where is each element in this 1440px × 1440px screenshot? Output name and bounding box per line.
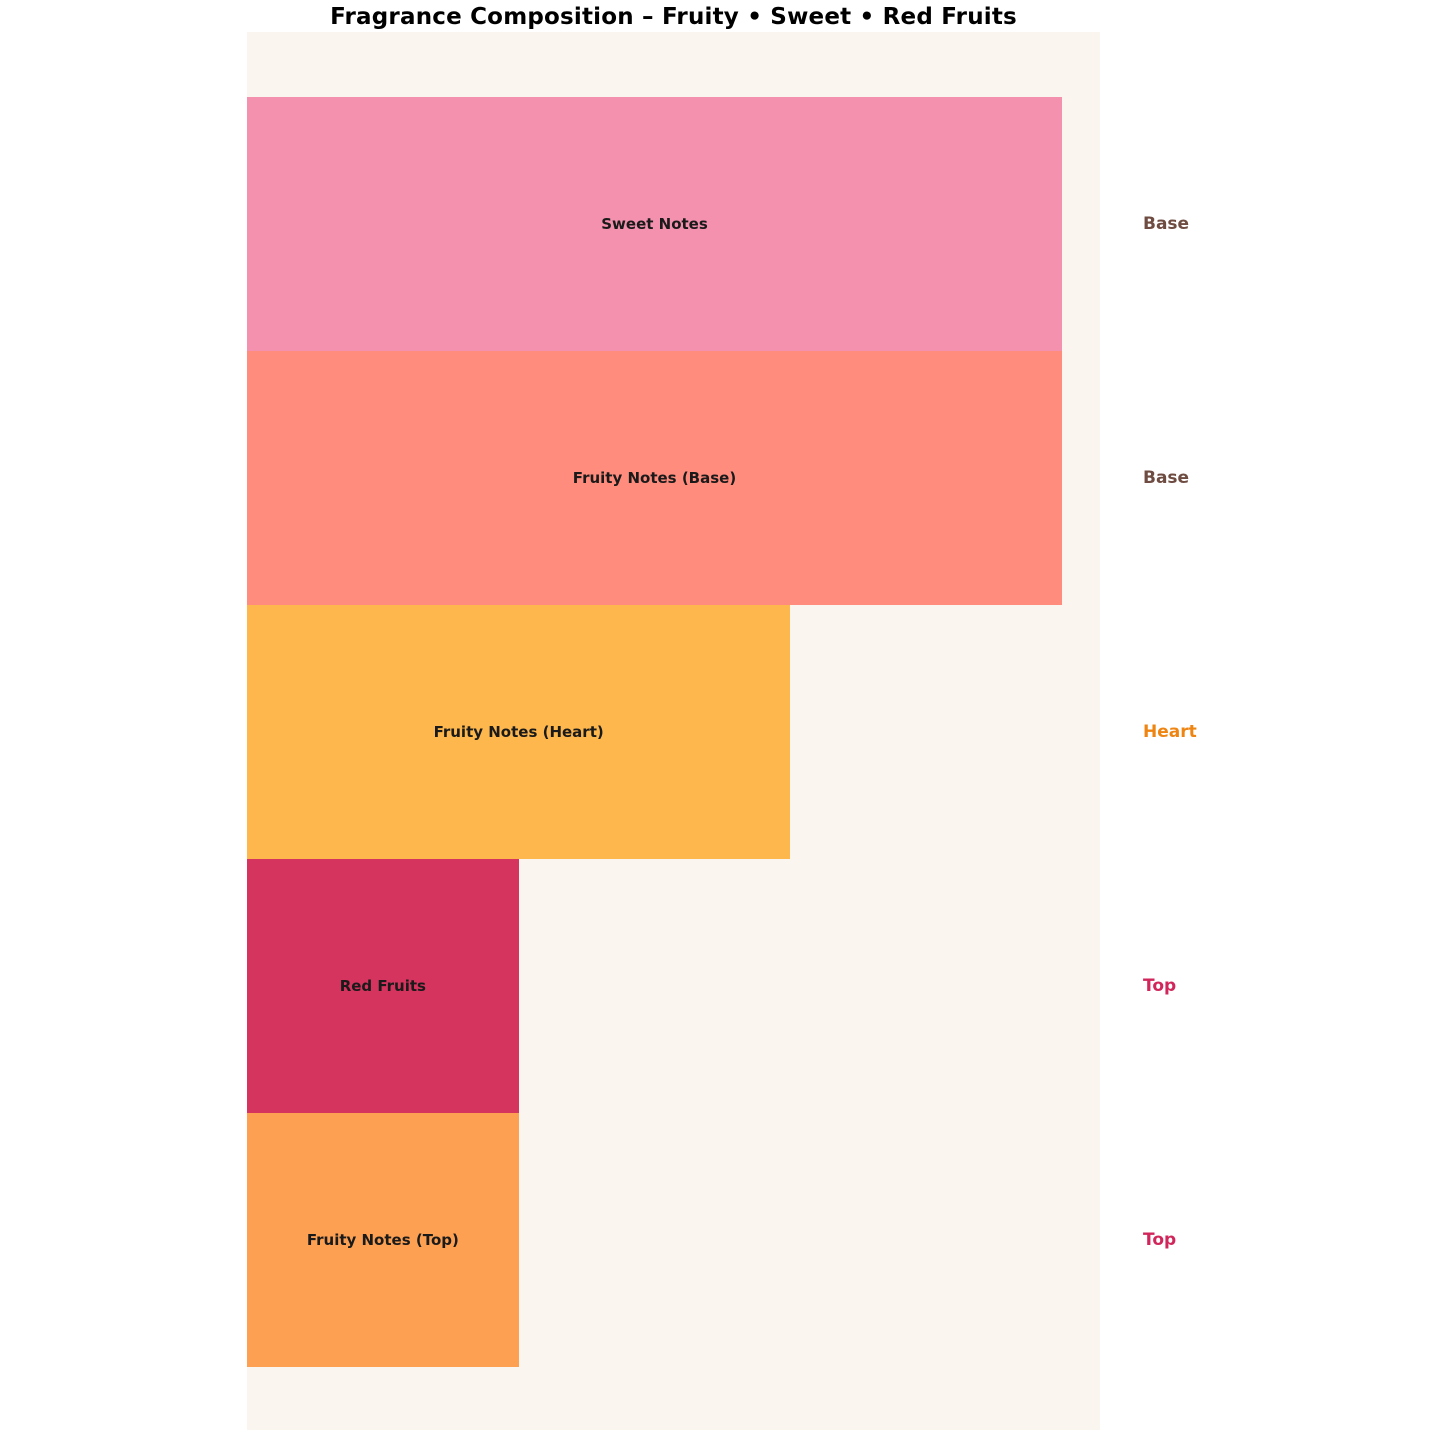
bar-fruity-notes-top: Fruity Notes (Top) (247, 1113, 519, 1367)
bar-fruity-notes-heart: Fruity Notes (Heart) (247, 605, 791, 859)
phase-label-top-2: Top (1143, 1230, 1177, 1250)
bar-label-fruity-notes-heart: Fruity Notes (Heart) (433, 723, 604, 741)
phase-label-base-1: Base (1143, 214, 1190, 234)
bar-label-sweet-notes: Sweet Notes (601, 215, 708, 233)
plot-area: Sweet Notes Fruity Notes (Base) Fruity N… (247, 32, 1100, 1430)
chart-title: Fragrance Composition – Fruity • Sweet •… (330, 4, 1017, 30)
bar-label-fruity-notes-base: Fruity Notes (Base) (572, 469, 737, 487)
bar-sweet-notes: Sweet Notes (247, 97, 1062, 351)
bar-label-red-fruits: Red Fruits (339, 977, 426, 995)
phase-label-base-2: Base (1143, 468, 1190, 488)
bar-fruity-notes-base: Fruity Notes (Base) (247, 351, 1062, 605)
bar-label-fruity-notes-top: Fruity Notes (Top) (306, 1231, 459, 1249)
phase-label-heart: Heart (1143, 722, 1197, 742)
bar-red-fruits: Red Fruits (247, 859, 519, 1113)
phase-label-top-1: Top (1143, 976, 1177, 996)
